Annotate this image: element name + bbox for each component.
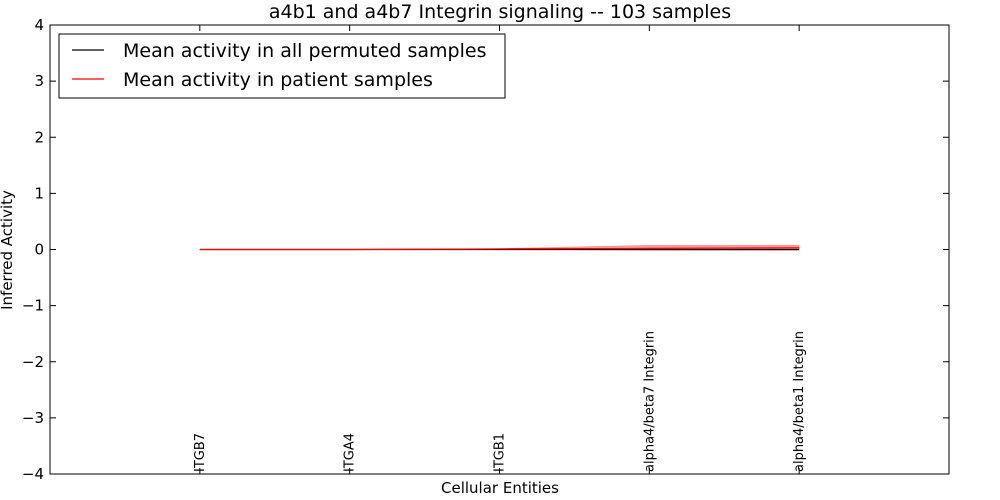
y-axis-label: Inferred Activity <box>0 190 16 310</box>
y-tick-label: 2 <box>34 128 44 146</box>
x-tick-label: ITGB7 <box>193 433 208 472</box>
series-lines <box>199 247 800 251</box>
y-tick-label: −4 <box>22 465 44 483</box>
y-tick-label: 0 <box>34 241 44 259</box>
y-ticks: 4 3 2 1 0 −1 −2 −3 −4 <box>22 16 949 483</box>
x-ticks: ITGB7 ITGA4 ITGB1 alpha4/beta7 Integrin alph… <box>193 25 807 474</box>
legend-box <box>58 33 506 99</box>
y-tick-label: 1 <box>34 184 44 202</box>
series-line-patient <box>199 247 800 251</box>
y-tick-label: 4 <box>34 16 44 34</box>
y-tick-label: 3 <box>34 72 44 90</box>
x-axis-label: Cellular Entities <box>441 479 559 497</box>
chart-title: a4b1 and a4b7 Integrin signaling -- 103 … <box>269 1 731 23</box>
x-tick-label: alpha4/beta7 Integrin <box>642 331 657 472</box>
y-tick-label: −1 <box>22 297 44 315</box>
legend: Mean activity in all permuted samples Me… <box>58 33 506 99</box>
x-tick-label: ITGA4 <box>343 433 358 472</box>
y-tick-label: −3 <box>22 409 44 427</box>
x-tick-label: alpha4/beta1 Integrin <box>792 331 807 472</box>
y-tick-label: −2 <box>22 353 44 371</box>
legend-label-permuted: Mean activity in all permuted samples <box>123 40 486 62</box>
x-tick-label: ITGB1 <box>493 433 508 472</box>
legend-label-patient: Mean activity in patient samples <box>123 69 433 91</box>
